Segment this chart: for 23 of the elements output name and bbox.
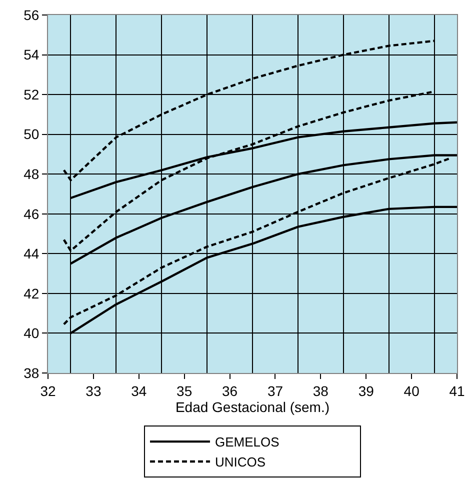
x-tick-label: 32 xyxy=(40,382,56,399)
y-tick-label: 54 xyxy=(24,46,40,63)
x-tick-label: 39 xyxy=(358,382,374,399)
y-tick-label: 46 xyxy=(24,206,40,222)
y-tick-label: 40 xyxy=(24,325,40,342)
x-tick-label: 40 xyxy=(404,382,420,399)
x-tick-label: 33 xyxy=(86,382,102,399)
x-tick-label: 35 xyxy=(176,382,192,399)
y-tick-label: 52 xyxy=(24,86,40,102)
x-tick-label: 36 xyxy=(222,382,238,399)
y-tick-label: 48 xyxy=(24,166,40,182)
y-tick-label: 44 xyxy=(24,246,40,262)
legend-label: GEMELOS xyxy=(215,434,280,450)
x-tick-label: 34 xyxy=(131,382,147,399)
legend-label: UNICOS xyxy=(215,454,266,470)
x-tick-label: 37 xyxy=(267,382,284,399)
x-tick-label: 41 xyxy=(449,382,465,399)
x-tick-label: 38 xyxy=(312,382,329,399)
y-tick-label: 50 xyxy=(24,126,40,142)
y-tick-label: 38 xyxy=(24,364,40,381)
y-tick-label: 56 xyxy=(24,6,40,23)
x-axis-title: Edad Gestacional (sem.) xyxy=(175,398,330,415)
y-tick-label: 42 xyxy=(24,285,40,302)
